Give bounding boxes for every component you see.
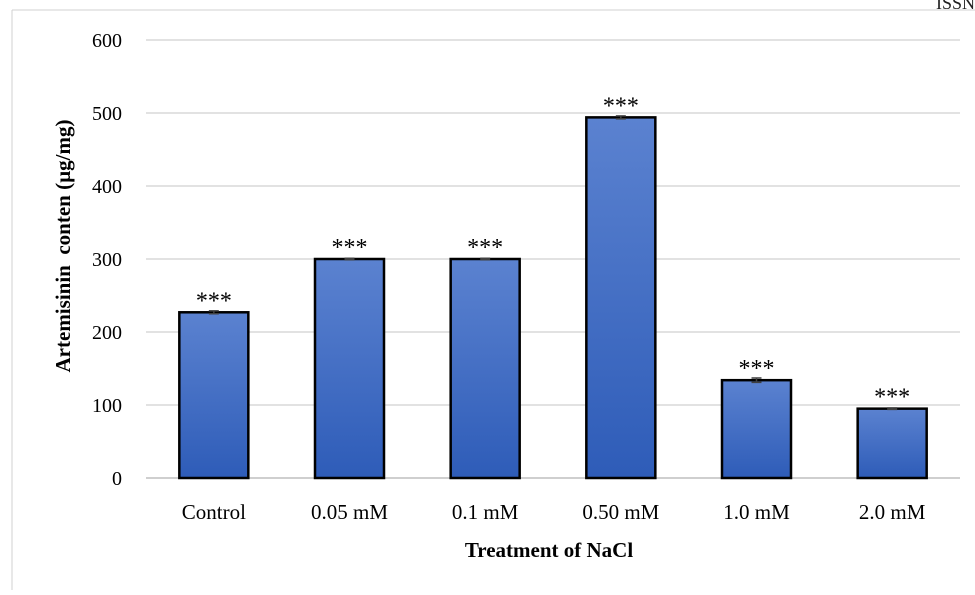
significance-label: *** [332,235,368,261]
y-tick-labels: 0 100 200 300 400 500 600 [92,30,122,490]
corner-text: ISSN [935,0,975,13]
x-tick-label: 0.1 mM [452,500,519,524]
bar-5 [856,407,928,480]
y-axis-title: Artemisinin conten (µg/mg) [51,120,75,373]
significance-label: *** [874,385,910,411]
grid-layer [146,39,960,479]
x-tick-label: 0.50 mM [582,500,659,524]
y-tick-label: 600 [92,30,122,52]
bar-3 [585,116,657,480]
bar-0 [178,311,250,480]
y-tick-label: 300 [92,249,122,271]
significance-label: *** [467,235,503,261]
y-tick-label: 400 [92,176,122,198]
bar-1 [313,257,386,480]
x-tick-label: 0.05 mM [311,500,388,524]
y-tick-label: 200 [92,322,122,344]
y-tick-label: 0 [112,468,122,490]
x-tick-label: 1.0 mM [723,500,790,524]
significance-label: *** [196,288,232,314]
y-tick-label: 100 [92,395,122,417]
y-tick-label: 500 [92,103,122,125]
bar-layer: *** *** *** *** *** *** [178,93,928,480]
significance-label: *** [603,93,639,119]
x-tick-label: 2.0 mM [859,500,926,524]
x-tick-labels: Control 0.05 mM 0.1 mM 0.50 mM 1.0 mM 2.0 mM [182,500,926,524]
bar-2 [449,257,521,480]
bar-4 [720,378,793,480]
x-tick-label: Control [182,500,246,524]
x-axis-title: Treatment of NaCl [465,538,634,562]
significance-label: *** [739,356,775,382]
